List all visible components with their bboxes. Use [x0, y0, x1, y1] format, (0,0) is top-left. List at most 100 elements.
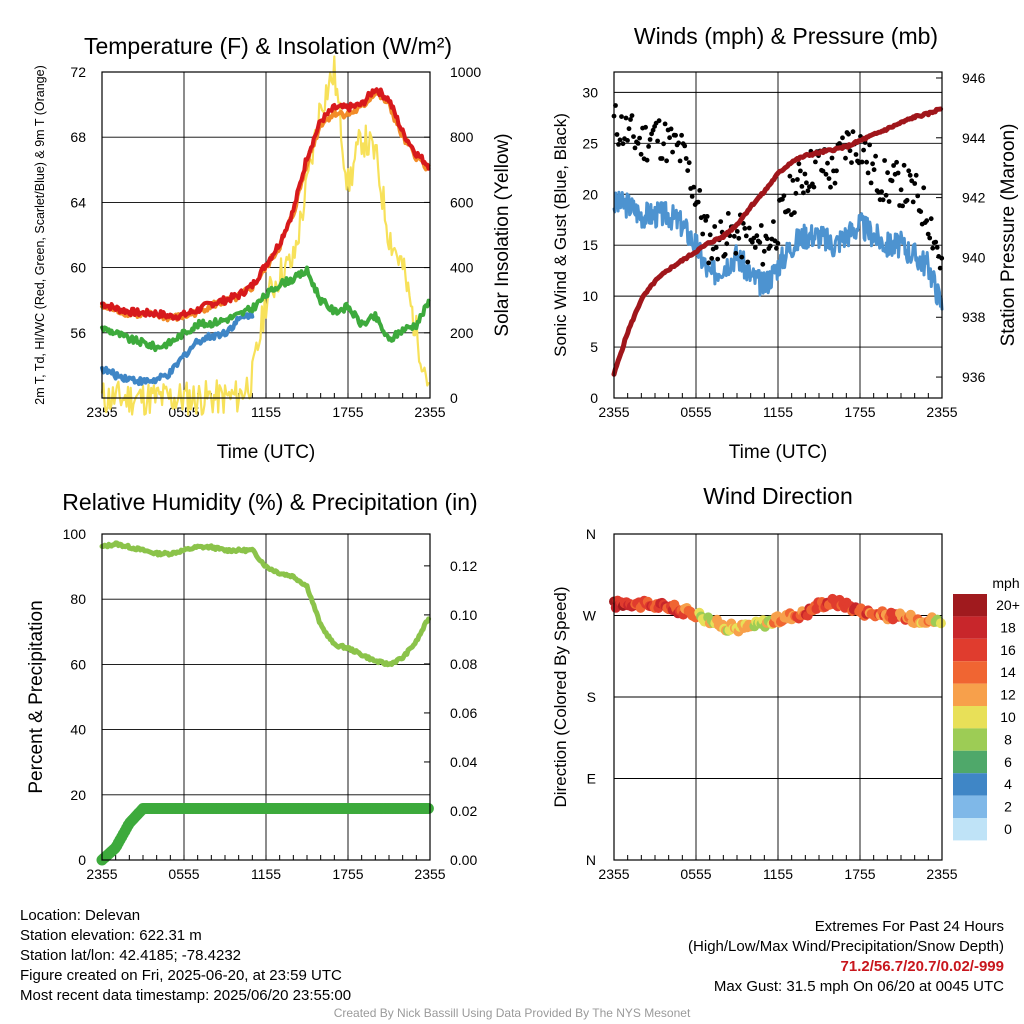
gust-point	[840, 135, 845, 141]
gust-point	[704, 214, 710, 219]
series-line-td	[100, 265, 431, 353]
y-tick-label-left: 30	[582, 84, 598, 100]
gust-point	[761, 248, 767, 254]
y-tick-label-left: 10	[582, 288, 598, 304]
y-tick-label-left: 64	[70, 194, 86, 210]
gust-point	[801, 190, 806, 196]
gust-point	[895, 170, 901, 176]
gust-point	[820, 168, 826, 174]
x-tick-label: 2355	[86, 866, 117, 882]
gust-point	[937, 265, 943, 271]
gust-point	[682, 143, 688, 149]
direction-label: N	[586, 526, 596, 542]
gust-point	[644, 157, 650, 163]
x-tick-label: 1755	[332, 866, 363, 882]
gust-point	[646, 144, 651, 149]
y-tick-label-right: 940	[962, 249, 986, 265]
x-tick-label: 2355	[598, 866, 629, 882]
x-tick-label: 0555	[168, 866, 199, 882]
gust-point	[668, 126, 674, 132]
chart-title: Winds (mph) & Pressure (mb)	[634, 23, 938, 49]
gust-point	[921, 185, 927, 191]
extremes-box: Extremes For Past 24 Hours (High/Low/Max…	[688, 917, 1004, 997]
gust-point	[906, 168, 912, 174]
gust-point	[616, 142, 621, 147]
gust-point	[796, 161, 802, 167]
y-tick-label-left: 25	[582, 135, 598, 151]
gust-point	[790, 178, 796, 183]
x-tick-label: 1755	[844, 404, 875, 420]
x-tick-label: 1155	[251, 404, 281, 420]
legend-swatch	[953, 728, 987, 751]
gust-point	[746, 225, 752, 231]
y-tick-label-right: 938	[962, 309, 986, 325]
gust-point	[683, 156, 689, 161]
gust-point	[650, 127, 656, 133]
legend-label: 4	[1004, 776, 1012, 792]
gust-point	[900, 203, 905, 209]
gust-point	[901, 162, 907, 168]
created-line: Figure created on Fri, 2025-06-20, at 23…	[20, 967, 342, 984]
gust-point	[870, 161, 875, 167]
legend-label: 12	[1000, 687, 1016, 703]
location-line: Location: Delevan	[20, 907, 141, 924]
gust-point	[655, 138, 660, 144]
x-tick-label: 0555	[680, 866, 711, 882]
gust-point	[886, 199, 892, 204]
gust-point	[907, 172, 913, 178]
legend-label: 2	[1004, 799, 1012, 815]
gust-point	[635, 141, 641, 146]
gust-point	[786, 208, 791, 213]
gust-point	[868, 180, 874, 186]
extremes-subheading: (High/Low/Max Wind/Precipitation/Snow De…	[688, 938, 1004, 955]
y-tick-label-left: 20	[70, 787, 86, 803]
series-line-sonic-wind	[612, 190, 944, 311]
gust-point	[828, 184, 833, 190]
y-axis-label-left: Sonic Wind & Gust (Blue, Black)	[551, 113, 570, 357]
gust-point	[670, 149, 675, 155]
gust-point	[934, 245, 940, 250]
gust-point	[707, 232, 713, 238]
x-tick-label: 2355	[926, 866, 957, 882]
y-axis-label-left: Direction (Colored By Speed)	[551, 586, 570, 807]
y-tick-label-right: 0.08	[450, 656, 477, 672]
elevation-line: Station elevation: 622.31 m	[20, 927, 202, 944]
gust-point	[637, 135, 642, 141]
timestamp-line: Most recent data timestamp: 2025/06/20 2…	[20, 987, 352, 1004]
gust-point	[677, 158, 683, 164]
chart-title: Relative Humidity (%) & Precipitation (i…	[62, 489, 477, 515]
legend-swatch	[953, 750, 987, 774]
gust-point	[664, 158, 669, 164]
gust-point	[760, 261, 766, 267]
gust-point	[771, 219, 776, 225]
chart-title: Wind Direction	[703, 483, 853, 509]
legend-swatch	[953, 795, 987, 818]
legend-swatch	[953, 638, 987, 662]
gust-point	[713, 245, 719, 251]
gust-point	[767, 243, 773, 249]
gust-point	[673, 132, 678, 138]
x-tick-label: 0555	[680, 404, 711, 420]
y-tick-label-right: 944	[962, 130, 986, 146]
extremes-heading: Extremes For Past 24 Hours	[814, 918, 1004, 935]
gust-point	[894, 159, 899, 165]
gust-point	[631, 134, 636, 140]
gust-point	[829, 155, 835, 161]
gust-point	[715, 256, 721, 262]
legend-label: 6	[1004, 754, 1012, 770]
gust-point	[623, 115, 629, 121]
gust-point	[871, 167, 877, 173]
legend-label: 10	[1000, 709, 1016, 725]
y-tick-label-left: 60	[70, 260, 86, 276]
y-tick-label-left: 100	[63, 526, 87, 542]
x-tick-label: 2355	[86, 404, 117, 420]
gust-point	[883, 192, 889, 198]
gust-point	[628, 117, 633, 122]
y-tick-label-right: 0.04	[450, 754, 477, 770]
y-axis-label-left: 2m T, Td, HI/WC (Red, Green, Scarlet/Blu…	[33, 65, 47, 404]
y-tick-label-left: 72	[70, 64, 86, 80]
gust-point	[825, 160, 830, 166]
y-tick-label-right: 0.10	[450, 607, 477, 623]
gust-point	[864, 159, 869, 165]
